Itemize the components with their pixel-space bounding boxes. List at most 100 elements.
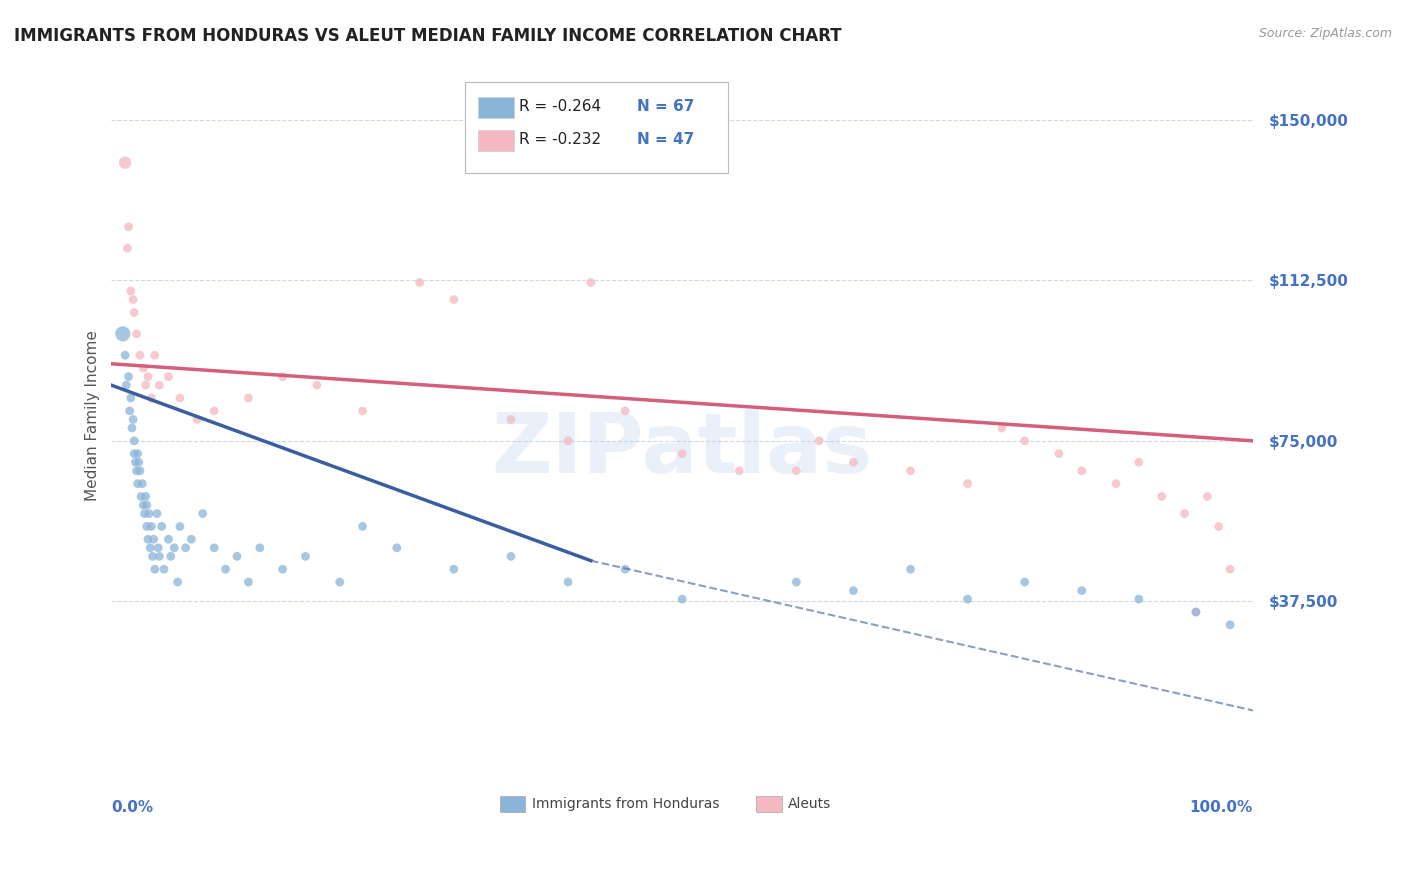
Point bbox=[1185, 605, 1208, 619]
Text: Source: ZipAtlas.com: Source: ZipAtlas.com bbox=[1258, 27, 1392, 40]
Point bbox=[132, 361, 155, 376]
Text: 100.0%: 100.0% bbox=[1189, 800, 1253, 815]
Text: IMMIGRANTS FROM HONDURAS VS ALEUT MEDIAN FAMILY INCOME CORRELATION CHART: IMMIGRANTS FROM HONDURAS VS ALEUT MEDIAN… bbox=[14, 27, 842, 45]
Point bbox=[249, 541, 271, 555]
Point bbox=[238, 391, 260, 405]
Point bbox=[443, 293, 465, 307]
Point bbox=[143, 348, 166, 362]
Point bbox=[1219, 562, 1241, 576]
Bar bbox=[756, 797, 782, 812]
Point bbox=[785, 464, 807, 478]
Point bbox=[728, 464, 751, 478]
Text: R = -0.264: R = -0.264 bbox=[519, 99, 602, 114]
Point bbox=[408, 276, 430, 290]
Point bbox=[135, 490, 157, 504]
Bar bbox=[499, 797, 524, 812]
Point bbox=[808, 434, 831, 448]
Point bbox=[1070, 464, 1092, 478]
Point bbox=[141, 549, 163, 564]
Point bbox=[385, 541, 408, 555]
Point bbox=[1047, 447, 1070, 461]
Point bbox=[148, 378, 170, 392]
Point bbox=[129, 348, 152, 362]
Point bbox=[1208, 519, 1230, 533]
Point bbox=[226, 549, 249, 564]
Point bbox=[121, 421, 143, 435]
Point bbox=[163, 541, 186, 555]
Point bbox=[117, 369, 139, 384]
Point bbox=[131, 476, 153, 491]
Point bbox=[115, 378, 138, 392]
Point bbox=[169, 391, 191, 405]
Point bbox=[122, 447, 145, 461]
Point bbox=[120, 284, 142, 298]
Point bbox=[238, 575, 260, 590]
Point bbox=[148, 541, 170, 555]
Point bbox=[1219, 617, 1241, 632]
Point bbox=[141, 519, 163, 533]
Point bbox=[122, 412, 145, 426]
Point bbox=[138, 507, 160, 521]
Point bbox=[136, 369, 159, 384]
Point bbox=[900, 464, 922, 478]
Point bbox=[352, 404, 374, 418]
Point bbox=[146, 507, 169, 521]
Point bbox=[153, 562, 176, 576]
Point bbox=[132, 498, 155, 512]
Point bbox=[557, 434, 579, 448]
Point bbox=[294, 549, 316, 564]
Point bbox=[148, 549, 170, 564]
Point bbox=[157, 533, 180, 547]
Point bbox=[118, 404, 141, 418]
Point bbox=[114, 155, 136, 169]
Point bbox=[1070, 583, 1092, 598]
Point bbox=[143, 562, 166, 576]
Text: R = -0.232: R = -0.232 bbox=[519, 132, 602, 147]
Point bbox=[352, 519, 374, 533]
Point bbox=[142, 533, 165, 547]
Point bbox=[128, 455, 150, 469]
Point bbox=[956, 592, 979, 607]
Point bbox=[125, 464, 148, 478]
Point bbox=[443, 562, 465, 576]
Text: 0.0%: 0.0% bbox=[111, 800, 153, 815]
Point bbox=[157, 369, 180, 384]
Point bbox=[1185, 605, 1208, 619]
Point bbox=[991, 421, 1014, 435]
Point bbox=[139, 541, 162, 555]
Point bbox=[557, 575, 579, 590]
Point bbox=[1014, 575, 1036, 590]
Point bbox=[900, 562, 922, 576]
Point bbox=[842, 455, 865, 469]
Text: Immigrants from Honduras: Immigrants from Honduras bbox=[531, 797, 718, 811]
Point bbox=[111, 326, 134, 341]
Point bbox=[127, 476, 149, 491]
Point bbox=[135, 378, 157, 392]
Point bbox=[186, 412, 208, 426]
Point bbox=[114, 348, 136, 362]
FancyBboxPatch shape bbox=[465, 82, 728, 172]
Text: ZIPatlas: ZIPatlas bbox=[492, 409, 873, 491]
Point bbox=[122, 293, 145, 307]
Point bbox=[842, 583, 865, 598]
Point bbox=[785, 575, 807, 590]
Point bbox=[305, 378, 328, 392]
Point bbox=[169, 519, 191, 533]
Point bbox=[671, 447, 693, 461]
Point bbox=[271, 369, 294, 384]
Point bbox=[1105, 476, 1128, 491]
Point bbox=[214, 562, 236, 576]
Point bbox=[1128, 455, 1150, 469]
Point bbox=[499, 549, 522, 564]
Point bbox=[202, 541, 225, 555]
Point bbox=[124, 455, 146, 469]
Point bbox=[150, 519, 173, 533]
Point bbox=[180, 533, 202, 547]
Point bbox=[1173, 507, 1195, 521]
Point bbox=[117, 219, 139, 234]
Point bbox=[614, 404, 637, 418]
Point bbox=[202, 404, 225, 418]
Point bbox=[129, 490, 152, 504]
FancyBboxPatch shape bbox=[478, 97, 515, 118]
Point bbox=[614, 562, 637, 576]
